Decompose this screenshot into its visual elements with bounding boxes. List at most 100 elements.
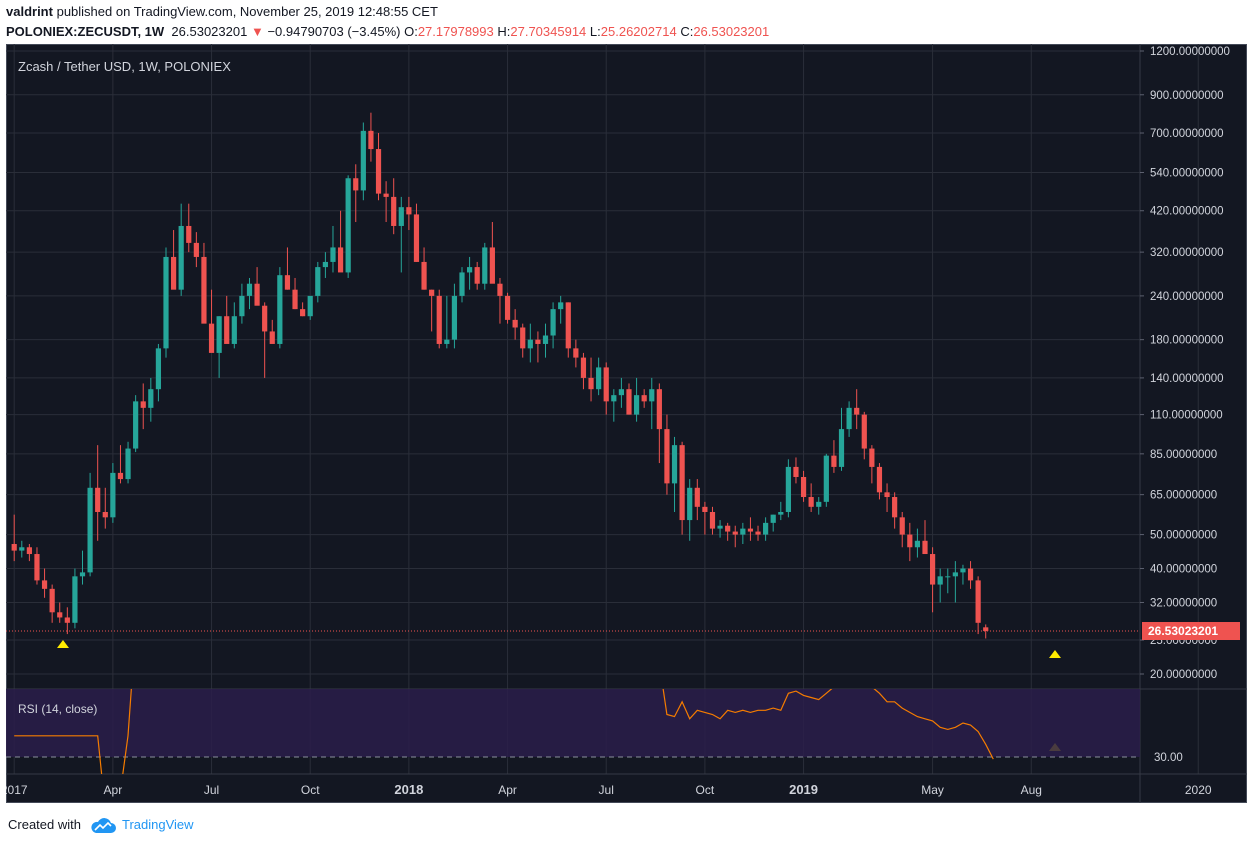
candle-body xyxy=(770,514,776,523)
low-value: 25.26202714 xyxy=(600,24,677,39)
symbol-label: POLONIEX:ZECUSDT, 1W xyxy=(6,24,165,39)
candle-body xyxy=(603,367,609,402)
publish-line: valdrint published on TradingView.com, N… xyxy=(6,4,438,19)
candle-body xyxy=(838,429,845,467)
y-tick-label: 540.00000000 xyxy=(1150,168,1224,180)
low-label: L: xyxy=(589,24,601,39)
candle-body xyxy=(79,572,86,577)
candle-body xyxy=(140,401,146,408)
y-tick-label: 85.00000000 xyxy=(1150,449,1217,461)
candle-body xyxy=(375,149,382,194)
candle-body xyxy=(869,448,875,467)
candle-body xyxy=(413,214,420,262)
candle-body xyxy=(102,511,108,518)
candle-body xyxy=(193,242,199,257)
high-label: H: xyxy=(497,24,511,39)
candle-body xyxy=(558,302,564,310)
tradingview-brand-link[interactable]: TradingView xyxy=(122,817,194,832)
x-tick-label: May xyxy=(921,783,944,797)
candle-body xyxy=(922,540,928,555)
candle-body xyxy=(580,357,587,378)
candle-body xyxy=(633,395,640,415)
close-label: C: xyxy=(680,24,694,39)
candle-body xyxy=(649,389,655,402)
candle-body xyxy=(747,528,754,532)
candle-body xyxy=(975,580,981,623)
candle-body xyxy=(117,472,124,480)
candle-body xyxy=(929,554,936,585)
candle-body xyxy=(284,275,291,290)
y-tick-label: 320.00000000 xyxy=(1150,247,1224,259)
candle-body xyxy=(816,501,822,507)
candle-body xyxy=(429,289,435,296)
candle-body xyxy=(368,130,374,150)
candle-body xyxy=(330,247,336,262)
candle-body xyxy=(732,531,738,535)
candle-body xyxy=(626,389,632,415)
candle-body xyxy=(208,323,215,353)
candle-body xyxy=(398,207,404,226)
candle-body xyxy=(300,309,306,317)
candle-body xyxy=(504,295,511,320)
candle-body xyxy=(155,348,162,390)
candle-body xyxy=(224,316,230,344)
x-tick-label: 2020 xyxy=(1185,783,1212,797)
candle-body xyxy=(884,492,890,498)
candle-body xyxy=(269,331,275,344)
candle-body xyxy=(262,305,268,332)
candles xyxy=(11,112,989,639)
created-with-text: Created with xyxy=(8,817,81,832)
price-chart[interactable]: RSI (14, close) 30.00 1200.00000000 900.000… xyxy=(6,44,1247,803)
candle-body xyxy=(489,247,495,284)
candle-body xyxy=(588,377,594,390)
candle-body xyxy=(239,295,245,317)
candle-body xyxy=(899,517,905,535)
candle-body xyxy=(201,256,207,324)
candle-body xyxy=(497,283,503,296)
candle-body xyxy=(565,302,571,349)
candle-body xyxy=(231,316,237,344)
candle-body xyxy=(133,401,139,449)
candle-body xyxy=(436,295,442,344)
candle-body xyxy=(383,193,389,197)
candle-body xyxy=(535,339,541,344)
x-tick-label: Jul xyxy=(204,783,219,797)
candle-body xyxy=(861,414,867,449)
candle-body xyxy=(641,395,647,402)
candle-body xyxy=(277,275,283,344)
candle-body xyxy=(246,283,253,296)
candle-body xyxy=(702,506,708,512)
candle-body xyxy=(664,429,670,484)
published-text: published on TradingView.com, November 2… xyxy=(56,4,438,19)
candle-body xyxy=(57,612,63,618)
y-tick-label: 50.00000000 xyxy=(1150,530,1217,542)
candle-body xyxy=(671,445,678,484)
y-tick-label: 140.00000000 xyxy=(1150,373,1224,385)
price-change: −0.94790703 (−3.45%) xyxy=(267,24,401,39)
candle-body xyxy=(322,261,328,268)
candle-body xyxy=(694,487,700,507)
last-price-badge-label: 26.53023201 xyxy=(1148,624,1218,638)
x-tick-label: 2019 xyxy=(789,782,818,797)
candle-body xyxy=(656,389,662,430)
author-name[interactable]: valdrint xyxy=(6,4,53,19)
candle-body xyxy=(945,576,951,578)
high-value: 27.70345914 xyxy=(510,24,587,39)
candle-body xyxy=(527,339,533,349)
x-tick-label: Apr xyxy=(104,783,123,797)
rsi-band xyxy=(6,689,1140,757)
candle-body xyxy=(778,511,784,515)
candle-body xyxy=(785,466,791,512)
candle-body xyxy=(292,289,298,310)
candle-body xyxy=(725,525,731,532)
candle-body xyxy=(914,540,921,548)
y-tick-label: 40.00000000 xyxy=(1150,564,1217,576)
candle-body xyxy=(163,256,169,349)
candle-body xyxy=(72,576,78,623)
candle-body xyxy=(952,572,958,577)
tradingview-cloud-icon xyxy=(91,817,116,833)
candle-body xyxy=(467,267,473,273)
candle-body xyxy=(800,476,807,498)
y-tick-label: 32.00000000 xyxy=(1150,597,1217,609)
grid xyxy=(6,44,1199,774)
